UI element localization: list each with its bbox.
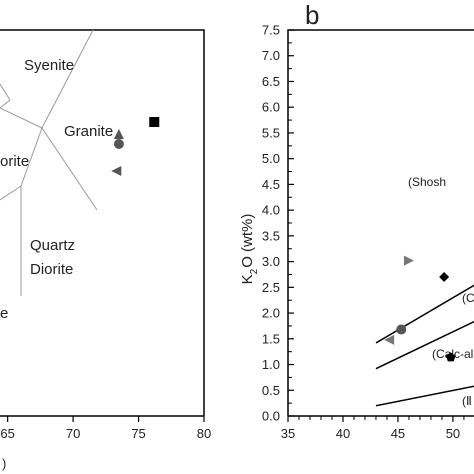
field-label-diorite: Diorite <box>30 261 73 278</box>
left-x-ticks: 65 70 75 80 <box>0 416 211 441</box>
series-boundary-line <box>375 320 474 370</box>
boundary-line <box>0 83 11 109</box>
data-point <box>149 117 160 127</box>
boundary-lines <box>375 284 474 407</box>
series-boundary-line <box>375 284 474 344</box>
data-point <box>403 255 414 266</box>
left-plot-frame <box>0 29 205 416</box>
right-y-ticks: 0.0 0.5 1.0 1.5 2.0 2.5 3.0 3.5 4.0 4.5 5.0 5.5 6.0 6… <box>262 23 294 424</box>
field-label-syenite: Syenite <box>24 57 74 74</box>
y-tick-label: 3.5 <box>262 228 280 243</box>
y-tick-label: 0.0 <box>262 409 280 424</box>
x-tick-label: 80 <box>197 426 211 441</box>
y-label-k: K <box>239 274 256 284</box>
y-tick-label: 4.5 <box>262 177 280 192</box>
y-tick-label: 3.0 <box>262 254 280 269</box>
field-boundaries <box>0 29 98 296</box>
y-tick-label: 5.0 <box>262 151 280 166</box>
field-label-partial-e: e <box>0 305 8 322</box>
right-data-points <box>384 255 456 362</box>
left-xlabel-fragment: ) <box>2 456 6 471</box>
y-label-subscript: 2 <box>249 268 260 274</box>
y-tick-label: 6.0 <box>262 100 280 115</box>
right-panel: b K2O (wt%) 0.0 0.5 1.0 1.5 2.0 2.5 3.0 3.5 4.0 4… <box>239 0 474 441</box>
boundary-line <box>41 29 94 129</box>
right-x-ticks: 35 40 45 50 <box>281 416 465 441</box>
y-tick-label: 0.5 <box>262 383 280 398</box>
x-tick-label: 40 <box>336 426 350 441</box>
y-tick-label: 2.5 <box>262 280 280 295</box>
data-point <box>113 129 124 139</box>
boundary-line <box>41 127 98 211</box>
data-point <box>439 272 450 283</box>
data-point <box>396 324 407 335</box>
boundary-line <box>0 107 43 129</box>
left-panel: Syenite Granite orite Quartz Diorite e 6… <box>0 29 211 471</box>
series-label-tholeiitic: (Ⅱ <box>462 394 472 408</box>
y-tick-label: 5.5 <box>262 125 280 140</box>
y-tick-label: 6.5 <box>262 74 280 89</box>
field-label-quartz: Quartz <box>30 237 75 254</box>
data-point <box>384 334 395 345</box>
boundary-line <box>0 185 22 296</box>
x-tick-label: 45 <box>391 426 405 441</box>
y-tick-label: 1.0 <box>262 357 280 372</box>
series-label-shoshonitic: (Shosh <box>408 175 446 189</box>
x-tick-label: 35 <box>281 426 295 441</box>
data-point <box>446 352 456 362</box>
field-label-granite: Granite <box>64 123 113 140</box>
left-data-points <box>111 117 160 176</box>
x-tick-label: 75 <box>131 426 145 441</box>
boundary-line <box>20 127 43 187</box>
y-tick-label: 4.0 <box>262 203 280 218</box>
y-tick-label: 7.0 <box>262 48 280 63</box>
data-point <box>113 139 124 149</box>
series-boundary-line <box>375 385 474 407</box>
y-tick-label: 2.0 <box>262 306 280 321</box>
field-label-diorite-partial: orite <box>0 153 29 170</box>
x-tick-label: 65 <box>0 426 14 441</box>
series-label-high-k: (C <box>462 291 474 305</box>
data-point <box>111 166 122 176</box>
y-axis-label: K2O (wt%) <box>239 214 260 285</box>
x-tick-label: 50 <box>446 426 460 441</box>
y-tick-label: 1.5 <box>262 331 280 346</box>
y-tick-label: 7.5 <box>262 23 280 38</box>
panel-letter-b: b <box>305 0 319 30</box>
x-tick-label: 70 <box>66 426 80 441</box>
y-label-rest: O (wt%) <box>239 214 256 268</box>
